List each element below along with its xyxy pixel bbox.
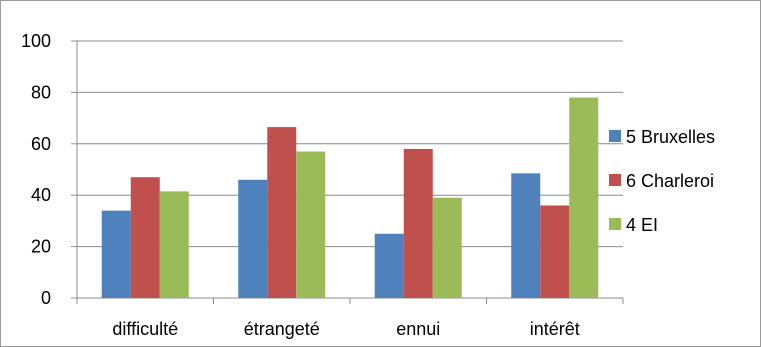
legend-label-2: 4 EI [626,215,658,235]
y-tick-label-100: 100 [21,31,51,51]
bar-4-ei-3 [569,97,599,298]
legend-label-0: 5 Bruxelles [626,127,715,147]
x-tick-label-1: étrangeté [244,319,320,339]
y-tick-label-0: 0 [41,288,51,308]
bar-5-bruxelles-0 [101,210,131,298]
bar-6-charleroi-0 [130,177,160,298]
y-tick-label-60: 60 [31,134,51,154]
y-tick-label-80: 80 [31,82,51,102]
legend-swatch-0 [609,130,621,142]
y-tick-label-20: 20 [31,237,51,257]
x-tick-label-0: difficulté [112,319,178,339]
x-tick-label-2: ennui [396,319,440,339]
legend-swatch-2 [609,218,621,230]
bar-4-ei-1 [296,151,326,298]
x-tick-labels: difficulté étrangeté ennui intérêt [112,319,579,339]
bar-5-bruxelles-2 [374,233,404,298]
bar-6-charleroi-3 [540,205,570,298]
bar-6-charleroi-2 [403,148,433,298]
legend: 5 Bruxelles 6 Charleroi 4 EI [609,127,715,235]
y-tick-label-40: 40 [31,185,51,205]
legend-label-1: 6 Charleroi [626,171,714,191]
bar-4-ei-0 [159,191,189,298]
bar-4-ei-2 [432,197,462,298]
bars [101,97,599,298]
x-tick-label-3: intérêt [530,319,580,339]
bar-5-bruxelles-3 [511,173,541,298]
y-tick-labels: 0 20 40 60 80 100 [21,31,51,308]
bar-5-bruxelles-1 [238,179,268,298]
legend-swatch-1 [609,174,621,186]
bar-6-charleroi-1 [267,127,297,298]
